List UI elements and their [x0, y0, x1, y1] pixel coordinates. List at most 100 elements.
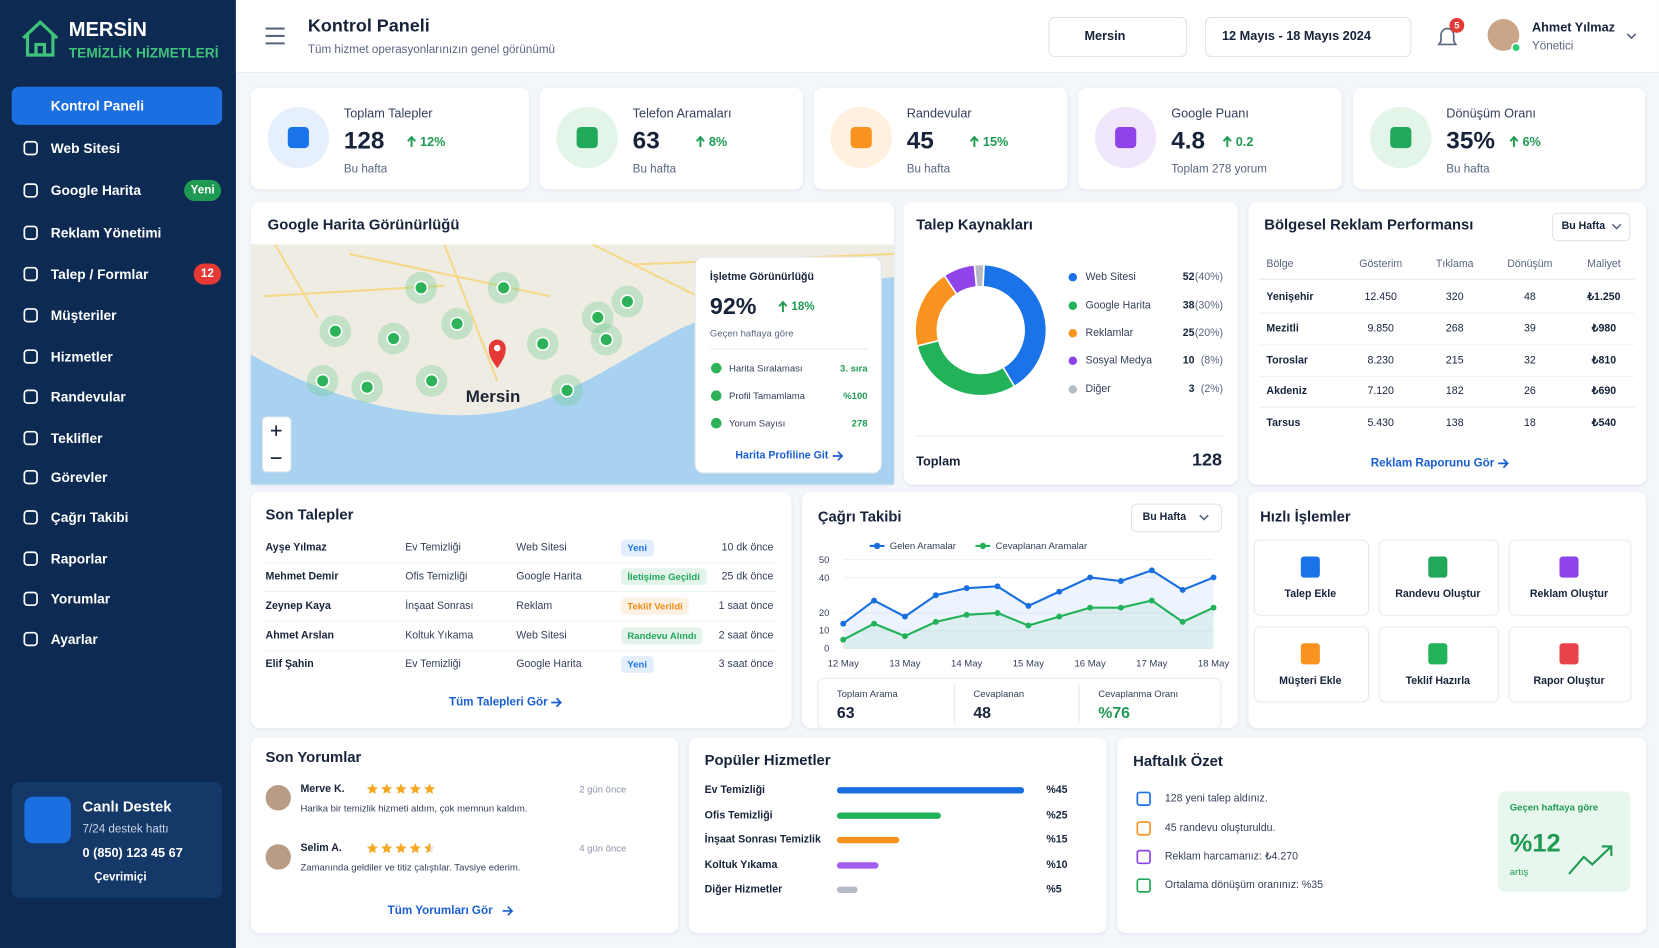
area [843, 570, 1214, 649]
nav-item[interactable]: Çağrı Takibi [50, 509, 129, 526]
date-select[interactable] [1205, 16, 1412, 58]
progress-bar [836, 787, 1025, 794]
link[interactable]: Tüm Talepleri Gör [448, 696, 548, 709]
legend-value: 3 [1188, 383, 1195, 396]
link[interactable]: Harita Profiline Git [735, 450, 829, 462]
review-time: 2 gün önce [579, 783, 627, 795]
nav-item[interactable]: Yorumlar [50, 590, 111, 607]
request-service: Ev Temizliği [405, 658, 461, 671]
nav-item[interactable]: Görevler [50, 469, 108, 486]
nav-item[interactable]: Reklam Yönetimi [50, 224, 162, 241]
chevron-icon [1626, 33, 1637, 40]
star [409, 783, 421, 794]
action-tile[interactable] [1378, 626, 1500, 703]
nav-item[interactable]: Web Sitesi [50, 140, 121, 157]
action-tile[interactable] [1378, 539, 1500, 616]
stat-value: %76 [1098, 704, 1130, 723]
action-tile[interactable] [1508, 539, 1632, 616]
status-badge: İletişime Geçildi [621, 568, 707, 586]
map-marker [359, 380, 375, 395]
star [395, 783, 407, 794]
map-marker [559, 383, 575, 398]
legend-dot [1068, 301, 1078, 310]
nav-icon [23, 389, 38, 404]
badge-bg [193, 263, 222, 285]
action-label[interactable]: Teklif Hazırla [1405, 675, 1471, 688]
legend-dot [979, 542, 987, 550]
filter-text[interactable]: Bu Hafta [1142, 511, 1187, 524]
legend-label: Sosyal Medya [1085, 354, 1152, 367]
card-title: Çağrı Takibi [817, 507, 902, 525]
progress-bar [836, 812, 941, 819]
popular-card [688, 737, 1107, 934]
up-arrow [695, 135, 705, 148]
page-subtitle: Tüm hizmet operasyonlarınızın genel görü… [307, 43, 556, 57]
table-cell: Mezitli [1266, 323, 1299, 335]
nav-icon [23, 225, 38, 240]
x-tick-label: 13 May [889, 658, 921, 669]
point [1025, 602, 1032, 609]
table-cell: 12.450 [1364, 291, 1397, 304]
link[interactable]: Tüm Yorumları Gör [387, 904, 493, 918]
zoom-in[interactable] [270, 425, 282, 436]
nav-item[interactable]: Müşteriler [50, 307, 117, 324]
location-select[interactable] [1048, 16, 1188, 58]
point [901, 613, 908, 620]
x-tick-label: 12 May [827, 658, 859, 669]
kpi-label: Dönüşüm Oranı [1446, 105, 1536, 121]
action-tile[interactable] [1253, 539, 1370, 616]
filter-select[interactable] [1131, 503, 1222, 533]
nav-item[interactable]: Teklifler [50, 430, 103, 446]
kpi-change: 0.2 [1235, 134, 1254, 150]
support-phone: 0 (850) 123 45 67 [82, 845, 183, 861]
map-marker [449, 316, 465, 331]
panel-row-value: 3. sıra [840, 362, 868, 374]
filter-select[interactable] [1552, 212, 1631, 242]
nav-item[interactable]: Raporlar [50, 550, 108, 567]
point [1148, 597, 1155, 604]
star [381, 842, 393, 854]
nav-item[interactable]: Talep / Formlar [50, 266, 149, 282]
table-cell: 32 [1523, 354, 1536, 367]
summary-text: Reklam harcamanız: ₺4.270 [1164, 851, 1299, 863]
location-text[interactable]: Mersin [1084, 28, 1126, 44]
card-title: Hızlı İşlemler [1260, 507, 1351, 525]
nav-item[interactable]: Hizmetler [50, 348, 113, 365]
kpi-icon [850, 126, 872, 149]
map-marker [496, 280, 511, 295]
header-bar [235, 0, 1659, 74]
nav-item[interactable]: Google Harita [50, 182, 141, 199]
action-label[interactable]: Talep Ekle [1284, 588, 1337, 601]
compare-title: Geçen haftaya göre [1509, 801, 1599, 813]
action-label[interactable]: Rapor Oluştur [1533, 675, 1605, 688]
compare-note: artış [1509, 866, 1529, 878]
avatar [265, 785, 291, 811]
stat-label: Cevaplanma Oranı [1098, 688, 1179, 700]
nav-item[interactable]: Kontrol Paneli [50, 97, 145, 114]
action-label[interactable]: Reklam Oluştur [1529, 588, 1609, 601]
check-icon [710, 417, 722, 429]
action-tile[interactable] [1253, 626, 1370, 703]
date-range[interactable]: 12 Mayıs - 18 Mayıs 2024 [1221, 28, 1371, 44]
up-arrow [1509, 135, 1519, 148]
bell-icon[interactable] [1437, 27, 1458, 46]
nav-item[interactable]: Ayarlar [50, 631, 98, 647]
request-source: Google Harita [516, 570, 582, 583]
link[interactable]: Reklam Raporunu Gör [1370, 457, 1495, 470]
action-tile[interactable] [1508, 626, 1632, 703]
filter-text[interactable]: Bu Hafta [1561, 220, 1606, 233]
nav-item[interactable]: Randevular [50, 388, 126, 405]
action-label[interactable]: Randevu Oluştur [1395, 588, 1481, 601]
brand-name: MERSİN [68, 19, 147, 42]
status-badge: Randevu Alındı [621, 627, 703, 645]
legend-share: (30%) [1194, 299, 1224, 312]
table-cell: 48 [1523, 291, 1536, 304]
legend-value: 38 [1182, 299, 1195, 312]
action-label[interactable]: Müşteri Ekle [1279, 675, 1342, 688]
zoom-controls[interactable] [261, 416, 292, 473]
table-cell: Tarsus [1266, 417, 1301, 430]
star [381, 783, 393, 794]
table-cell: ₺690 [1591, 385, 1617, 398]
support-icon-bg [24, 796, 71, 844]
